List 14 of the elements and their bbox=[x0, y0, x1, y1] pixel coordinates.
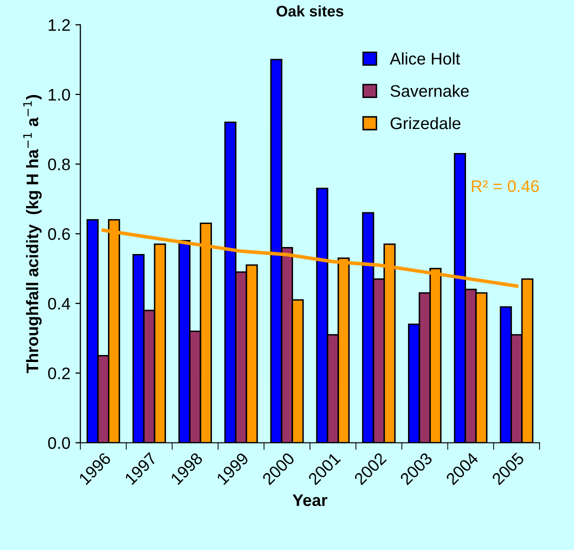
y-tick-label: 0.0 bbox=[48, 437, 70, 449]
x-axis-title: Year bbox=[292, 494, 328, 506]
y-tick-label: 0.2 bbox=[48, 367, 70, 380]
legend-label: Grizedale bbox=[390, 116, 460, 130]
annotation: R² = 0.46 bbox=[472, 180, 539, 192]
legend-label: Savernake bbox=[390, 84, 469, 97]
y-tick-label: 0.8 bbox=[48, 158, 70, 170]
chart-title: Oak sites bbox=[276, 5, 344, 17]
y-axis-title: Throughfall acidity (kg H ha$^{−1}$ a$^{−1}$) bbox=[23, 94, 42, 374]
y-tick-label: 1.0 bbox=[48, 88, 70, 101]
y-tick-label: 0.4 bbox=[48, 298, 70, 310]
legend-label: Alice Holt bbox=[390, 52, 460, 65]
y-tick-label: 0.6 bbox=[48, 228, 70, 240]
y-tick-label: 1.2 bbox=[48, 19, 70, 31]
